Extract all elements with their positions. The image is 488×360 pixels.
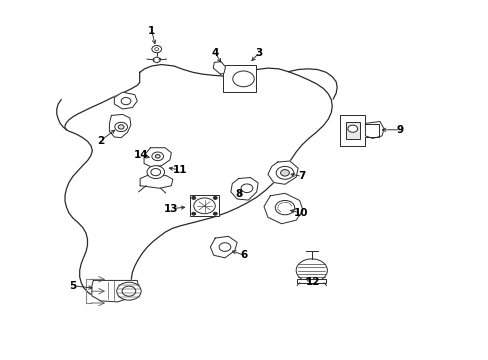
Text: 9: 9 — [396, 125, 403, 135]
Circle shape — [122, 286, 136, 296]
Polygon shape — [114, 92, 137, 109]
Polygon shape — [213, 62, 225, 74]
Circle shape — [296, 259, 327, 282]
Text: 10: 10 — [293, 208, 307, 218]
Text: 8: 8 — [235, 189, 242, 199]
Circle shape — [115, 122, 127, 132]
Polygon shape — [264, 193, 303, 224]
Text: 5: 5 — [69, 281, 76, 291]
Text: 4: 4 — [211, 48, 219, 58]
Circle shape — [213, 212, 217, 215]
Text: 14: 14 — [134, 150, 148, 160]
Text: 12: 12 — [305, 277, 319, 287]
Polygon shape — [210, 236, 237, 258]
Circle shape — [191, 212, 195, 215]
Text: 7: 7 — [298, 171, 305, 181]
Bar — [345, 122, 359, 139]
Circle shape — [117, 282, 141, 300]
Text: 2: 2 — [97, 136, 104, 145]
Circle shape — [193, 198, 215, 214]
Circle shape — [151, 168, 160, 176]
Text: 11: 11 — [173, 165, 187, 175]
Circle shape — [191, 197, 195, 199]
Circle shape — [147, 166, 164, 179]
Text: 13: 13 — [164, 204, 178, 214]
Circle shape — [219, 243, 230, 251]
Circle shape — [155, 154, 160, 158]
Circle shape — [152, 152, 163, 161]
Text: 6: 6 — [241, 250, 247, 260]
Circle shape — [241, 184, 252, 193]
Polygon shape — [109, 114, 131, 138]
Polygon shape — [267, 161, 298, 184]
Polygon shape — [230, 177, 258, 200]
Polygon shape — [339, 116, 378, 145]
Circle shape — [275, 201, 294, 215]
Text: 3: 3 — [255, 48, 262, 58]
Circle shape — [347, 125, 357, 132]
Circle shape — [152, 45, 161, 53]
Bar — [297, 279, 326, 283]
Polygon shape — [140, 175, 172, 188]
Circle shape — [118, 125, 124, 129]
Bar — [190, 195, 218, 216]
Circle shape — [213, 197, 217, 199]
Bar — [223, 66, 256, 92]
Polygon shape — [144, 148, 171, 167]
Circle shape — [232, 71, 254, 87]
Polygon shape — [153, 57, 160, 63]
Circle shape — [276, 166, 293, 179]
Circle shape — [121, 98, 131, 105]
Circle shape — [280, 170, 289, 176]
Polygon shape — [365, 122, 383, 138]
Polygon shape — [92, 280, 139, 302]
Text: 1: 1 — [148, 26, 155, 36]
Circle shape — [155, 48, 158, 50]
